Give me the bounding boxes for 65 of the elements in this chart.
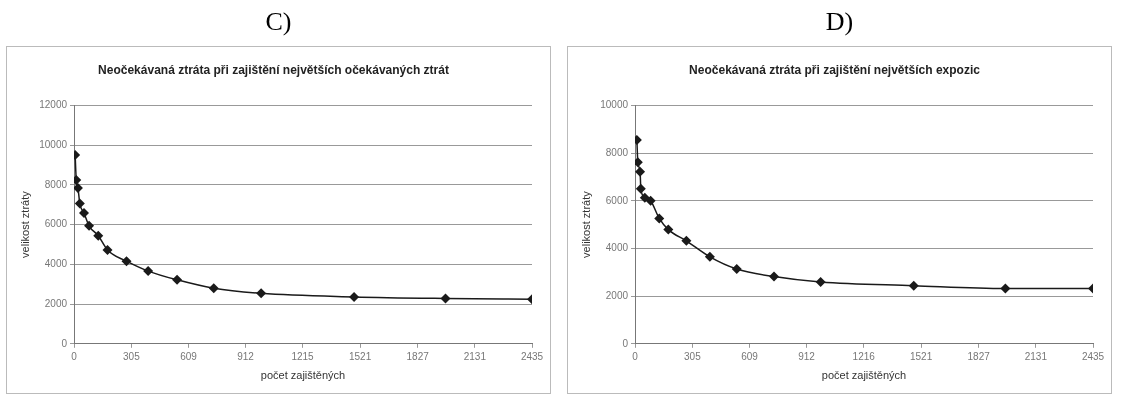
- point: [635, 183, 646, 194]
- point: [769, 271, 779, 282]
- x-tick-label: 912: [798, 350, 816, 362]
- point: [93, 230, 104, 241]
- point: [681, 235, 692, 246]
- y-tick-label: 10000: [600, 99, 629, 111]
- point: [256, 288, 267, 299]
- x-tick-label: 609: [180, 350, 198, 362]
- point: [74, 198, 85, 209]
- text: D): [825, 7, 854, 36]
- y-tick-label: 4000: [605, 242, 629, 254]
- point: [908, 280, 919, 291]
- point: [663, 224, 674, 235]
- y-tick-label: 2000: [605, 289, 629, 301]
- x-tick-label: 1827: [967, 350, 991, 362]
- point: [78, 208, 89, 219]
- y-axis-title: velikost ztráty: [18, 190, 31, 258]
- point: [172, 274, 183, 285]
- y-tick-label: 2000: [44, 297, 68, 309]
- point: [815, 277, 826, 288]
- x-tick-label: 0: [632, 350, 639, 362]
- x-tick-label: 305: [123, 350, 141, 362]
- x-tick-label: 305: [684, 350, 702, 362]
- point: [635, 166, 646, 177]
- point: [349, 291, 360, 302]
- y-tick-label: 10000: [39, 138, 68, 150]
- y-tick-label: 6000: [44, 218, 68, 230]
- y-tick-label: 0: [61, 337, 68, 349]
- text: C): [265, 7, 292, 36]
- x-tick-label: 609: [741, 350, 759, 362]
- y-tick-label: 6000: [605, 194, 629, 206]
- x-tick-label: 912: [237, 350, 255, 362]
- chart-title: Neočekávaná ztráta při zajištění největších očekávaných ztrát: [98, 62, 449, 77]
- x-axis-title: počet zajištěných: [260, 369, 346, 382]
- x-tick-label: 0: [71, 350, 78, 362]
- chart-title: Neočekávaná ztráta při zajištění největších expozic: [689, 62, 981, 77]
- point: [440, 293, 451, 304]
- x-tick-label: 1215: [291, 350, 315, 362]
- point: [102, 245, 113, 256]
- y-tick-label: 0: [622, 337, 629, 349]
- x-tick-label: 1827: [406, 350, 430, 362]
- point: [121, 256, 132, 267]
- y-tick-label: 8000: [605, 146, 629, 158]
- x-tick-label: 2435: [1081, 350, 1105, 362]
- point: [1000, 283, 1011, 294]
- y-tick-label: 4000: [44, 258, 68, 270]
- point: [645, 195, 656, 206]
- x-tick-label: 2131: [1024, 350, 1048, 362]
- x-axis-title: počet zajištěných: [821, 369, 907, 382]
- y-axis-title: velikost ztráty: [579, 190, 592, 258]
- point: [74, 183, 83, 194]
- point: [84, 220, 95, 231]
- x-tick-label: 1216: [852, 350, 876, 362]
- point: [704, 251, 715, 262]
- x-tick-label: 1521: [909, 350, 933, 362]
- point: [731, 263, 742, 274]
- y-tick-label: 8000: [44, 178, 68, 190]
- point: [208, 283, 219, 294]
- x-tick-label: 2435: [520, 350, 544, 362]
- y-tick-label: 12000: [39, 99, 68, 111]
- x-tick-label: 2131: [463, 350, 487, 362]
- x-tick-label: 1521: [348, 350, 372, 362]
- point: [654, 213, 665, 224]
- point: [143, 266, 154, 277]
- point: [639, 192, 650, 203]
